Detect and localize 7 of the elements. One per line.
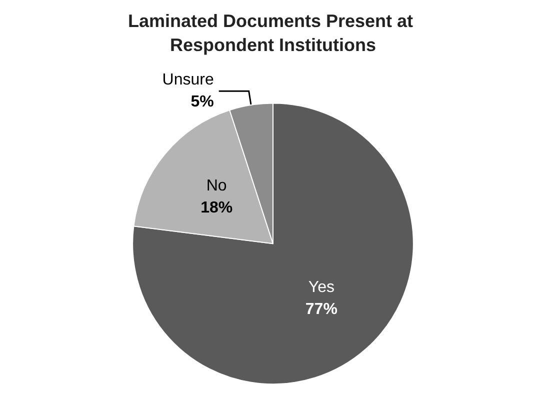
chart-title: Laminated Documents Present at Respondent Institutions [128, 11, 418, 55]
data-label: 5% [190, 94, 214, 111]
slice-label: Unsure [162, 72, 214, 89]
data-label: 77% [305, 301, 338, 318]
slice-label: No [206, 178, 227, 195]
data-label: 18% [200, 200, 233, 217]
slice-label: Yes [308, 279, 334, 296]
